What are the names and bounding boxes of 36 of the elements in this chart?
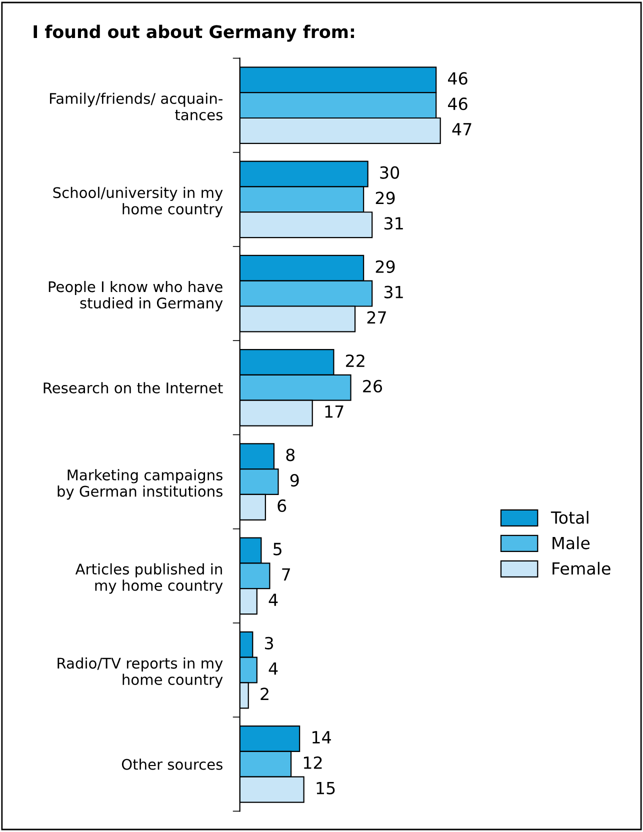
data-label: 46 [448, 72, 468, 85]
data-label: 6 [278, 499, 286, 512]
data-label: 47 [452, 123, 472, 136]
y-tick-label: People I know who have studied in Germany [48, 280, 223, 312]
legend-label: Total [550, 510, 588, 524]
y-tick-label: Marketing campaigns by German institutions [58, 469, 222, 500]
legend-label: Female [552, 562, 610, 575]
data-label: 12 [304, 756, 322, 769]
data-label: 4 [268, 594, 278, 606]
data-label: 29 [376, 260, 395, 273]
data-label: 27 [367, 311, 386, 324]
data-label: 9 [290, 474, 299, 487]
data-label: 26 [363, 380, 382, 392]
y-tick-label: Research on the Internet [44, 382, 223, 394]
data-label: 5 [274, 542, 282, 556]
data-label: 15 [316, 782, 335, 794]
data-label: 8 [286, 448, 295, 462]
data-label: 3 [265, 636, 274, 650]
y-tick-label: Other sources [122, 758, 222, 770]
chart-title: I found out about Germany from: [34, 24, 354, 42]
y-tick-label: School/university in my home country [53, 186, 223, 218]
legend-label: Male [552, 536, 590, 550]
data-label: 30 [380, 166, 400, 179]
data-label: 31 [384, 217, 403, 230]
data-label: 7 [282, 568, 290, 580]
data-label: 29 [376, 192, 395, 204]
data-label: 46 [448, 98, 468, 110]
data-label: 17 [325, 406, 344, 418]
data-label: 31 [384, 286, 403, 298]
y-tick-label: Radio/TV reports in my home country [58, 657, 223, 688]
y-tick-label: Articles published in my home country [75, 563, 223, 594]
y-tick-label: Family/friends/ acquain- tances [50, 92, 222, 120]
data-label: 2 [260, 688, 268, 700]
data-label: 4 [268, 662, 278, 675]
data-label: 22 [346, 354, 364, 367]
data-label: 14 [312, 731, 331, 744]
